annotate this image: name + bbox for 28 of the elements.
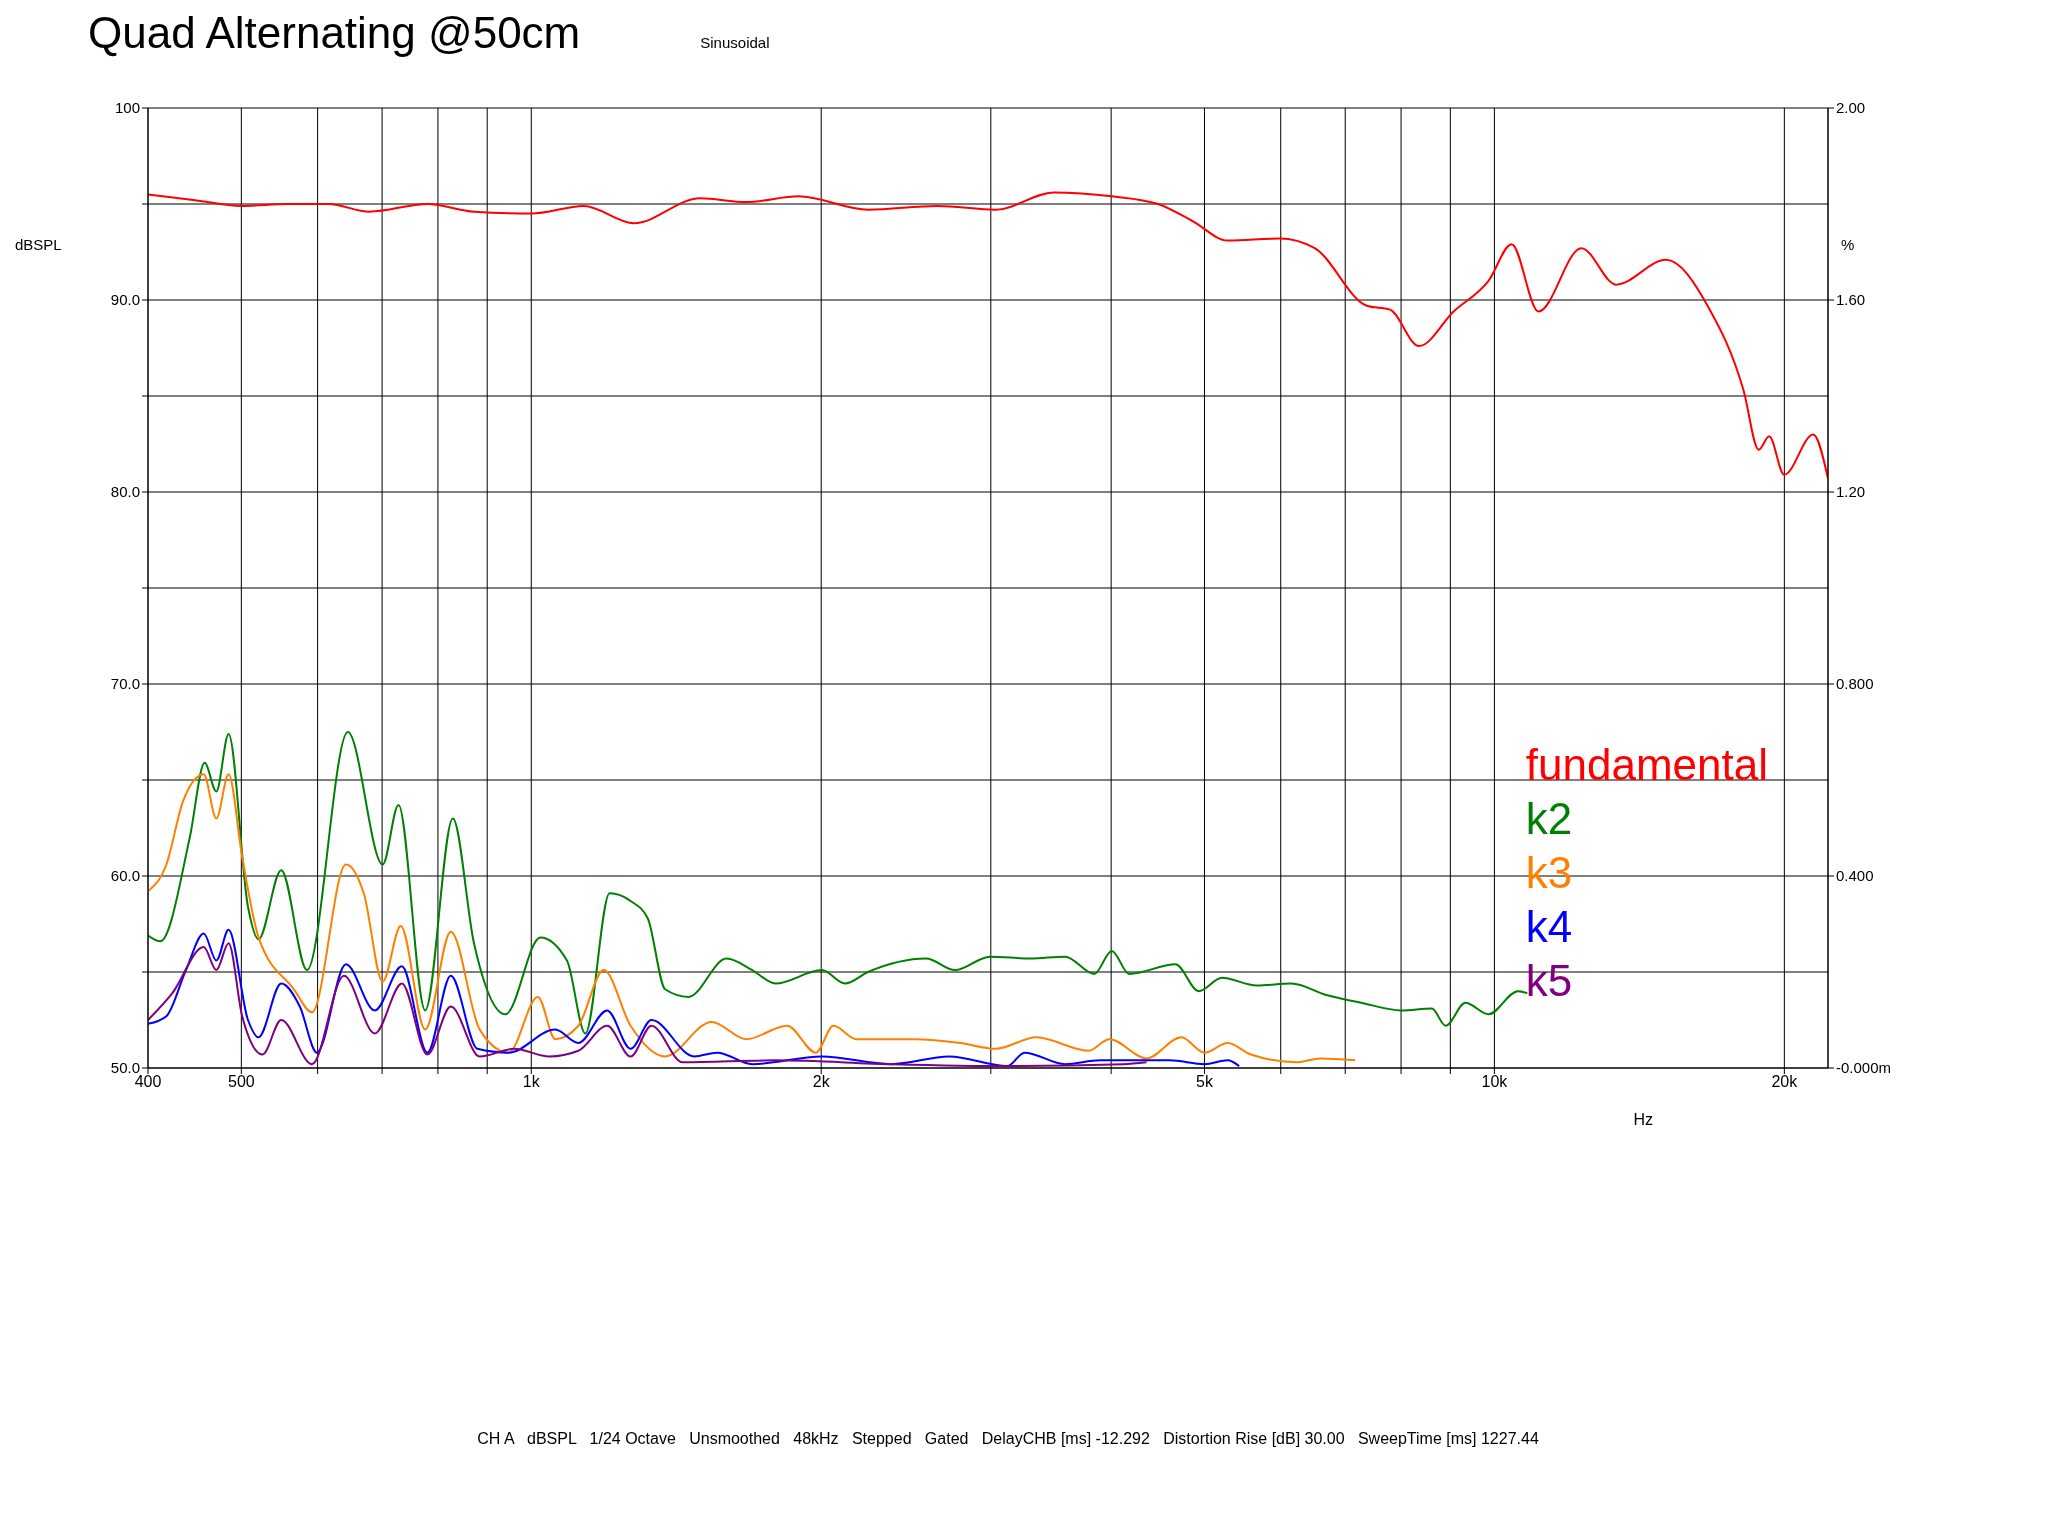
text: fundamental bbox=[1525, 739, 1768, 791]
x-tick-label: 5k bbox=[1196, 1073, 1214, 1091]
text: Sinusoidal bbox=[700, 34, 770, 51]
x-tick-label: 500 bbox=[227, 1073, 255, 1091]
y2-tick-label: 0.400 bbox=[1836, 867, 1874, 885]
y-axis-title: dBSPL bbox=[15, 235, 62, 253]
text: k3 bbox=[1525, 847, 1574, 899]
y-tick-label: 90.0 bbox=[110, 291, 140, 309]
y-tick-label: 70.0 bbox=[110, 675, 140, 693]
text: k5 bbox=[1525, 955, 1574, 1007]
y2-tick-label: 2.00 bbox=[1836, 99, 1866, 117]
y-tick-label: 80.0 bbox=[110, 483, 140, 501]
y-tick-label: 100 bbox=[114, 99, 140, 117]
y2-tick-label: 1.60 bbox=[1836, 291, 1866, 309]
x-tick-label: 2k bbox=[812, 1073, 831, 1091]
x-tick-label: 1k bbox=[522, 1073, 541, 1091]
x-tick-label: 20k bbox=[1771, 1073, 1799, 1091]
y-tick-label: 60.0 bbox=[110, 867, 140, 885]
text: k4 bbox=[1525, 901, 1574, 953]
x-axis-title: Hz bbox=[1633, 1111, 1653, 1128]
chart-title: Quad Alternating @50cm bbox=[88, 8, 581, 58]
y2-axis-title: % bbox=[1841, 235, 1855, 253]
y2-tick-label: 1.20 bbox=[1836, 483, 1866, 501]
y2-tick-label: -0.000m bbox=[1836, 1059, 1892, 1077]
text: CH A dBSPL 1/24 Octave Unsmoothed 48kHz Stepped Gated DelayCHB [ms] -12.292 Distortion Rise [dB] 30.00 SweepTime [ms] 1227.44 bbox=[476, 1430, 1540, 1448]
y2-tick-label: 0.800 bbox=[1836, 675, 1874, 693]
text: k2 bbox=[1525, 793, 1574, 845]
x-tick-label: 10k bbox=[1481, 1073, 1509, 1091]
